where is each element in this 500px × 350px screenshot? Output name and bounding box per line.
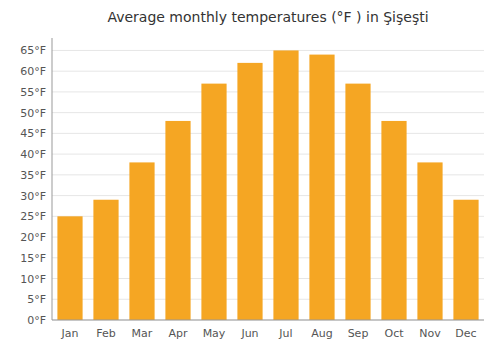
y-tick-label: 65°F (20, 44, 46, 57)
bar (165, 121, 190, 320)
x-tick-label: Mar (132, 327, 153, 340)
title: Average monthly temperatures (°F ) in Şi… (107, 9, 428, 25)
bar (237, 63, 262, 320)
x-tick-label: Oct (384, 327, 404, 340)
x-tick-label: Apr (168, 327, 188, 340)
grid-line (52, 133, 484, 134)
y-tick-label: 15°F (20, 252, 46, 265)
y-tick-label: 50°F (20, 107, 46, 120)
x-tick-label: May (203, 327, 226, 340)
bar (273, 50, 298, 320)
grid-line (52, 71, 484, 72)
y-tick-label: 5°F (27, 293, 46, 306)
x-tick-label: Jun (240, 327, 258, 340)
y-tick-label: 55°F (20, 86, 46, 99)
x-tick-label: Feb (96, 327, 115, 340)
grid-line (52, 91, 484, 92)
grid-line (52, 154, 484, 155)
grid-line (52, 320, 484, 321)
bar (381, 121, 406, 320)
bar (345, 84, 370, 320)
bar (201, 84, 226, 320)
bar (417, 162, 442, 320)
y-tick-label: 0°F (27, 314, 46, 327)
grid-line (52, 50, 484, 51)
y-tick-label: 25°F (20, 210, 46, 223)
y-tick-label: 30°F (20, 190, 46, 203)
bar (309, 55, 334, 320)
bar (129, 162, 154, 320)
y-tick-label: 40°F (20, 148, 46, 161)
x-tick-label: Aug (311, 327, 332, 340)
y-tick-label: 35°F (20, 169, 46, 182)
y-axis-line (52, 38, 53, 320)
bar (93, 200, 118, 320)
bar (453, 200, 478, 320)
x-tick-label: Dec (455, 327, 476, 340)
y-tick-label: 10°F (20, 273, 46, 286)
y-tick-label: 20°F (20, 231, 46, 244)
y-tick-label: 45°F (20, 127, 46, 140)
x-tick-label: Sep (348, 327, 369, 340)
x-axis-line (52, 320, 484, 321)
chart: Average monthly temperatures (°F ) in Şi… (0, 0, 500, 350)
y-grid (52, 50, 484, 320)
bars (57, 50, 478, 320)
grid-line (52, 112, 484, 113)
x-tick-label: Nov (419, 327, 441, 340)
x-tick-label: Jan (61, 327, 79, 340)
bar (57, 216, 82, 320)
x-tick-label: Jul (278, 327, 292, 340)
y-tick-label: 60°F (20, 65, 46, 78)
